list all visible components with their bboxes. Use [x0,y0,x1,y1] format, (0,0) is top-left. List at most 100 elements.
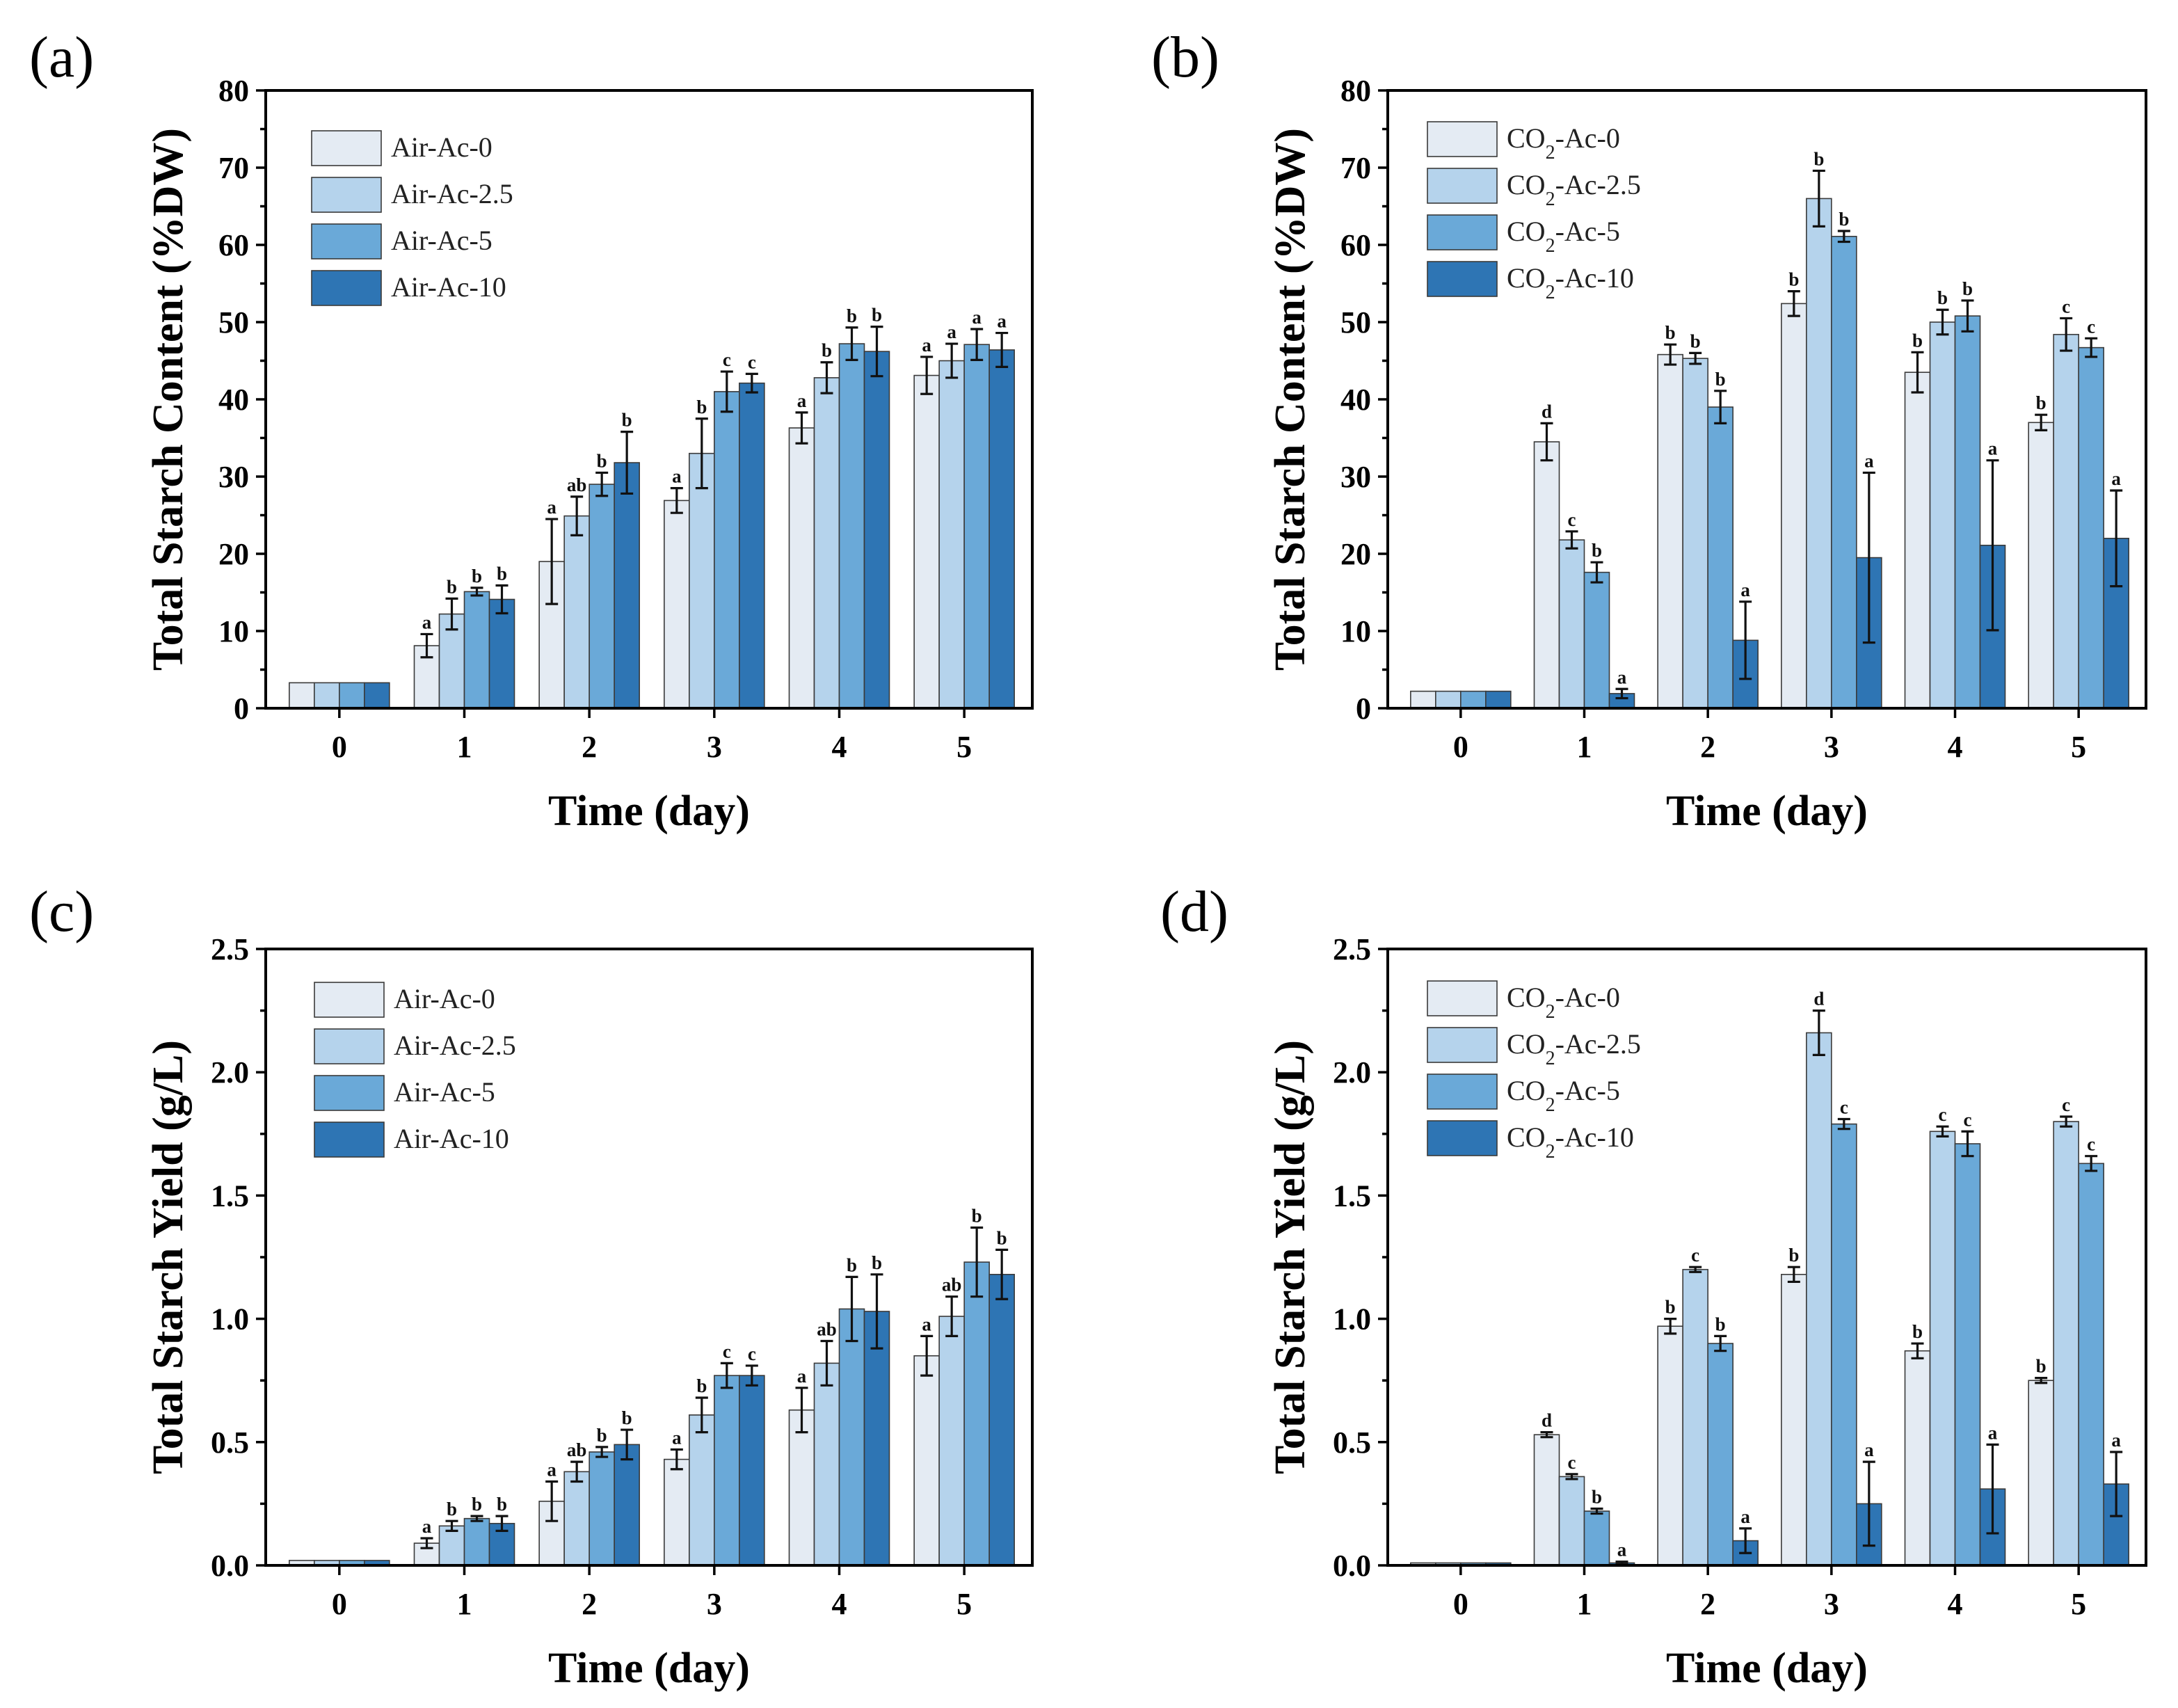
significance-label: b [1788,1245,1799,1266]
legend-swatch [314,1028,385,1064]
significance-label: a [672,466,682,487]
bar [988,349,1015,709]
legend-swatch [311,177,382,213]
legend-swatch [1427,121,1498,157]
bar [1904,1350,1931,1566]
significance-label: b [972,1205,982,1226]
legend-entry: Air-Ac-2.5 [394,1030,516,1061]
legend-swatch [1427,261,1498,297]
significance-label: a [2111,468,2121,489]
legend-entry: Air-Ac-2.5 [391,178,513,209]
bar [614,1444,640,1566]
panel-label: (d) [1160,879,1228,944]
x-tick-label: 5 [2071,730,2086,764]
legend-entry: CO2-Ac-0 [1507,982,1620,1023]
legend-swatch [311,223,382,260]
bar [913,1355,940,1566]
y-tick-label: 2.5 [1333,932,1371,966]
significance-label: c [2062,1094,2070,1115]
x-tick-label: 0 [332,730,347,764]
significance-label: c [1939,1104,1947,1125]
legend-swatch [1427,168,1498,204]
y-tick-label: 20 [1340,537,1371,571]
legend-entry: Air-Ac-10 [391,271,506,303]
bar [1929,321,1956,709]
significance-label: b [1962,278,1973,299]
significance-label: c [1691,1245,1699,1266]
legend: Air-Ac-0 Air-Ac-2.5 Air-Ac-5 Air-Ac-10 [314,982,516,1158]
bar [714,1375,740,1566]
x-tick-label: 1 [457,730,472,764]
significance-label: b [447,1499,457,1519]
legend-entry: Air-Ac-5 [394,1076,495,1108]
y-axis-title: Total Starch Content (%DW) [1267,128,1314,671]
bar [1533,441,1560,709]
legend-swatch [1427,1027,1498,1063]
legend-swatch [1427,214,1498,250]
x-tick-label: 5 [2071,1587,2086,1621]
significance-label: b [497,564,507,584]
bar [2078,346,2104,709]
y-tick-label: 2.0 [211,1055,249,1090]
bar [1410,690,1436,709]
bar [813,1362,840,1566]
y-tick-label: 0 [1356,692,1371,726]
legend-entry: CO2-Ac-10 [1507,262,1634,303]
x-tick-label: 3 [707,730,722,764]
bar [2028,422,2054,709]
bar [2028,1380,2054,1566]
significance-label: d [1542,401,1552,422]
bar [563,515,590,709]
y-tick-label: 2.0 [1333,1055,1371,1090]
significance-label: a [547,1460,556,1480]
legend-entry: Air-Ac-5 [391,225,493,256]
y-tick-label: 50 [218,305,249,340]
y-tick-label: 60 [1340,228,1371,262]
y-tick-label: 10 [1340,614,1371,648]
bar [813,377,840,709]
bar [788,427,815,709]
y-tick-label: 1.0 [211,1302,249,1336]
significance-label: b [872,1252,882,1273]
x-tick-label: 0 [1453,1587,1468,1621]
significance-label: a [547,497,556,518]
bar [588,1451,615,1566]
y-tick-label: 0.0 [1333,1549,1371,1583]
bar [463,591,490,709]
significance-label: a [797,390,807,411]
legend: CO2-Ac-0 CO2-Ac-2.5 CO2-Ac-5 CO2-Ac-10 [1427,121,1641,303]
bar [339,682,365,709]
significance-label: b [847,1254,857,1275]
legend-entry: CO2-Ac-2.5 [1507,169,1641,210]
significance-label: ab [567,1439,587,1460]
legend-swatch [1427,1120,1498,1156]
significance-label: a [997,311,1007,332]
x-tick-label: 3 [1824,1587,1839,1621]
y-tick-label: 2.5 [211,932,249,966]
significance-label: b [1715,369,1726,390]
significance-label: b [1912,1321,1923,1342]
bar [1583,571,1610,709]
bar [289,682,315,709]
significance-label: a [2111,1430,2121,1451]
significance-label: b [1813,148,1824,169]
significance-label: a [672,1427,682,1448]
x-axis-title: Time (day) [1666,788,1868,835]
bar [664,1458,690,1566]
significance-label: b [472,566,482,586]
significance-label: c [1840,1097,1848,1118]
significance-label: c [1568,509,1576,530]
bar [364,682,390,709]
bar [1435,690,1462,709]
y-axis-title: Total Starch Yield (g/L) [1267,1040,1314,1474]
significance-label: d [1542,1410,1552,1431]
significance-label: c [1964,1109,1972,1130]
bar [838,343,865,709]
bar [1904,372,1931,709]
x-tick-label: 5 [956,1587,972,1621]
bar [714,391,740,709]
bar [1806,1032,1832,1566]
legend-entry: Air-Ac-0 [394,983,495,1014]
legend-entry: Air-Ac-0 [391,131,493,163]
bar [1657,1325,1683,1566]
